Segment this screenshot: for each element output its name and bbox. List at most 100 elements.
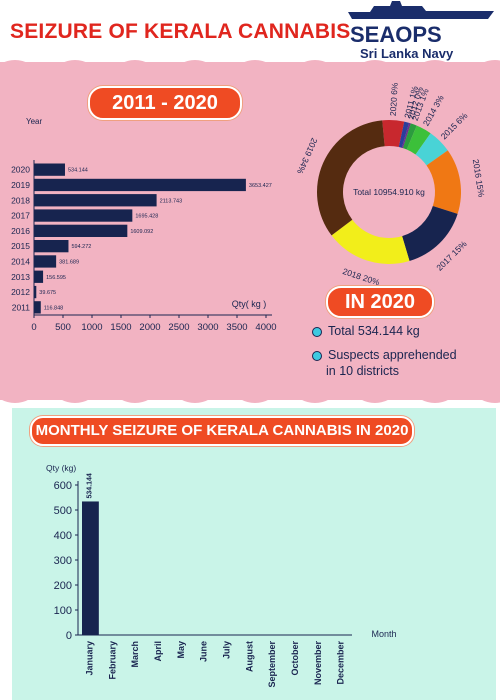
y-tick-label: 600	[54, 480, 72, 492]
x-tick-label: 3000	[197, 322, 218, 333]
period-badge: 2011 - 2020	[88, 86, 242, 120]
x-tick-label: 1500	[110, 322, 131, 333]
logo-sub-text: Sri Lanka Navy	[360, 46, 454, 61]
donut-slice-0	[382, 120, 405, 148]
year-label-2017: 2017	[11, 211, 30, 221]
month-label-november: November	[313, 641, 323, 686]
donut-label-7: 2017 15%	[434, 238, 469, 272]
value-label-2016: 1609.092	[130, 229, 153, 235]
month-label-june: June	[199, 641, 209, 662]
y-axis-label: Year	[26, 117, 43, 126]
x-tick-label: 0	[31, 322, 36, 333]
donut-label-8: 2018 20%	[341, 266, 381, 288]
share-donut-chart: 2020 6% 2011 1%2012 0%2013 1%2014 3%2015 …	[295, 82, 487, 288]
month-label-august: August	[244, 641, 254, 672]
stat-suspects-text: Suspects apprehended	[328, 348, 457, 362]
y-tick-label: 400	[54, 530, 72, 542]
bullet-icon	[312, 350, 322, 361]
y-axis-label: Qty (kg)	[46, 463, 76, 473]
x-axis-label: Month	[371, 629, 396, 639]
y-tick-label: 200	[54, 580, 72, 592]
donut-label-5: 2015 6%	[439, 110, 470, 141]
value-label-2011: 116.848	[44, 305, 63, 311]
monthly-seizure-bar-chart: Qty (kg) 0 100 200 300 400 500 600 534.144 Januar…	[46, 463, 397, 688]
year-label-2011: 2011	[12, 302, 31, 312]
monthly-title-badge: MONTHLY SEIZURE OF KERALA CANNABIS IN 20…	[30, 416, 414, 446]
yearly-seizure-bar-chart: Year 2020 534.144 2019 3653.427 2018 2113.743 2…	[11, 117, 276, 333]
bar-january	[82, 501, 99, 635]
stat-suspects: Suspects apprehended	[312, 348, 457, 362]
year-label-2015: 2015	[11, 241, 30, 251]
year-label-2012: 2012	[11, 287, 30, 297]
value-label-2013: 156.595	[46, 275, 66, 281]
x-tick-label: 2500	[168, 322, 189, 333]
year-label-2018: 2018	[11, 195, 30, 205]
donut-label-6: 2016 15%	[471, 158, 487, 198]
bar-2011	[34, 301, 41, 314]
donut-slice-6	[426, 150, 461, 214]
month-label-february: February	[107, 641, 117, 680]
month-label-october: October	[290, 641, 300, 676]
bar-2012	[34, 285, 37, 299]
header: SEIZURE OF KERALA CANNABIS SEAOPS Sri La…	[0, 0, 500, 62]
x-tick-label: 3500	[226, 322, 247, 333]
x-tick-label: 500	[55, 322, 71, 333]
year-label-2020: 2020	[11, 165, 30, 175]
y-tick-label: 300	[54, 555, 72, 567]
month-label-december: December	[336, 641, 346, 685]
year-label-2016: 2016	[11, 226, 30, 236]
donut-slice-2	[401, 122, 411, 149]
month-label-july: July	[221, 641, 231, 659]
bar-2017	[34, 209, 133, 222]
in-2020-badge: IN 2020	[326, 286, 434, 318]
value-label-2014: 381.689	[59, 259, 79, 265]
x-tick-label: 4000	[255, 322, 276, 333]
bar-2018	[34, 194, 157, 207]
ship-icon	[348, 1, 494, 19]
month-label-may: May	[176, 641, 186, 659]
donut-slice-9	[317, 120, 385, 236]
y-tick-label: 500	[54, 505, 72, 517]
x-tick-label: 2000	[139, 322, 160, 333]
x-axis-label: Qty( kg )	[232, 299, 267, 309]
value-label-2018: 2113.743	[160, 198, 183, 204]
wave-divider-top	[0, 60, 500, 70]
year-label-2019: 2019	[11, 180, 30, 190]
stat-districts: in 10 districts	[326, 364, 399, 378]
page-title: SEIZURE OF KERALA CANNABIS	[10, 20, 351, 43]
donut-slice-5	[415, 133, 448, 166]
stat-total-text: Total 534.144 kg	[328, 324, 420, 338]
value-label-january: 534.144	[86, 473, 93, 498]
value-label-2019: 3653.427	[249, 183, 272, 189]
seaops-logo: SEAOPS Sri Lanka Navy	[348, 1, 494, 61]
y-tick-label: 0	[66, 630, 72, 642]
donut-slice-1	[398, 121, 410, 148]
bar-2014	[34, 255, 57, 268]
bar-2013	[34, 270, 44, 283]
wave-divider-bottom	[0, 393, 500, 403]
year-label-2014: 2014	[11, 256, 30, 266]
value-label-2020: 534.144	[68, 168, 88, 174]
logo-main-text: SEAOPS	[350, 22, 442, 47]
bar-2019	[34, 178, 246, 192]
month-label-september: September	[267, 641, 277, 688]
value-label-2015: 594.272	[71, 244, 91, 250]
month-label-march: March	[130, 641, 140, 668]
value-label-2017: 1695.428	[135, 214, 158, 220]
month-label-april: April	[153, 641, 163, 662]
bar-2016	[34, 224, 128, 237]
year-label-2013: 2013	[11, 272, 30, 282]
donut-label-9: 2019 34%	[295, 137, 320, 176]
donut-slice-8	[331, 219, 410, 264]
bar-2015	[34, 240, 69, 253]
y-tick-label: 100	[54, 605, 72, 617]
donut-center-label: Total 10954.910 kg	[353, 187, 425, 197]
bullet-icon	[312, 326, 322, 337]
stat-total: Total 534.144 kg	[312, 324, 420, 338]
donut-label-0: 2020 6%	[388, 82, 400, 117]
donut-slice-7	[402, 205, 458, 262]
x-tick-label: 1000	[81, 322, 102, 333]
donut-slice-4	[406, 125, 431, 155]
donut-slice-3	[402, 123, 417, 150]
month-label-january: January	[84, 641, 94, 676]
